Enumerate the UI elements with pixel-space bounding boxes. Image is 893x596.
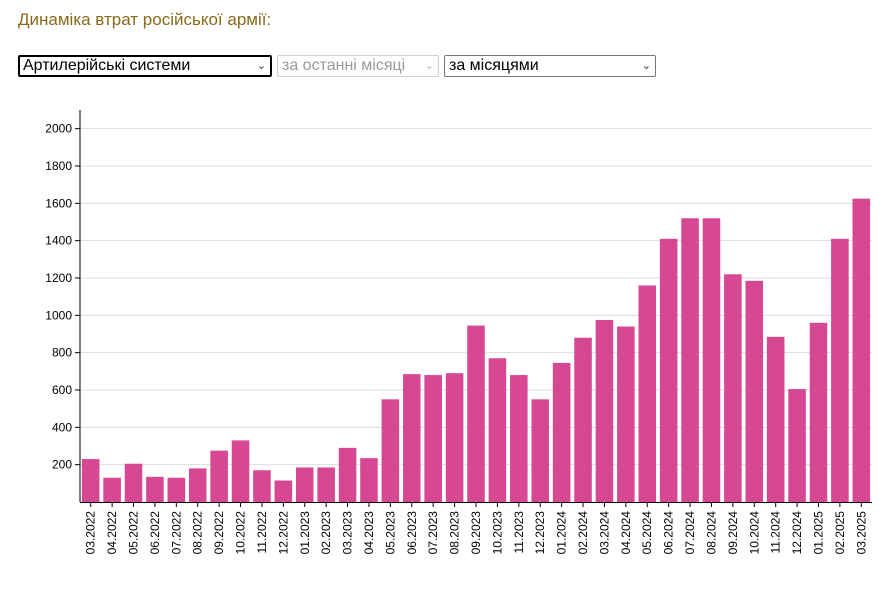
x-tick-label: 11.2022: [255, 511, 269, 554]
y-tick-label: 1800: [45, 159, 72, 173]
bar: [659, 238, 678, 503]
y-tick-label: 2000: [45, 122, 72, 136]
bar: [317, 467, 335, 502]
bar: [445, 373, 464, 502]
y-axis: 200 400 600 800 1000 1200 1400 1600 1800 2000: [45, 110, 81, 502]
bar: [809, 322, 828, 502]
chevron-down-icon: ⌄: [424, 60, 434, 72]
x-tick-label: 08.2024: [704, 511, 718, 555]
bar: [488, 358, 507, 502]
x-tick-label: 02.2025: [833, 511, 847, 555]
x-axis: 03.2022 04.2022 05.2022 06.2022 07.2022 08.20…: [80, 502, 872, 554]
x-tick-label: 04.2022: [105, 511, 119, 555]
x-tick-label: 04.2023: [362, 511, 376, 555]
bar: [852, 198, 871, 503]
x-tick-label: 10.2024: [747, 511, 761, 555]
x-tick-label: 03.2025: [854, 511, 868, 555]
bar: [188, 468, 207, 502]
y-tick-label: 1400: [45, 234, 72, 248]
bar: [167, 477, 186, 502]
x-tick-label: 09.2024: [726, 511, 740, 555]
x-tick-label: 04.2024: [619, 511, 633, 555]
grouping-select[interactable]: за місяцями ⌄: [444, 55, 656, 77]
bar: [338, 447, 357, 502]
bar: [788, 389, 806, 502]
period-select-value: за останні місяці: [282, 57, 406, 74]
x-tick-label: 10.2022: [234, 511, 248, 555]
y-tick-label: 600: [52, 383, 72, 397]
y-tick-label: 1200: [45, 271, 72, 285]
bar: [210, 450, 228, 502]
bar: [552, 362, 571, 502]
grouping-select-value: за місяцями: [449, 57, 539, 74]
x-tick-label: 06.2022: [148, 511, 162, 555]
chevron-down-icon: ⌄: [641, 60, 651, 72]
category-select[interactable]: Артилерійські системи ⌄: [18, 55, 272, 77]
x-tick-label: 09.2023: [469, 511, 483, 555]
x-tick-label: 03.2024: [597, 511, 611, 555]
bar: [831, 238, 849, 503]
bar: [574, 337, 592, 502]
page-title: Динаміка втрат російської армії:: [18, 10, 272, 29]
x-tick-label: 10.2023: [490, 511, 504, 555]
x-tick-label: 02.2023: [319, 511, 333, 555]
bar: [381, 399, 400, 502]
bars: [81, 198, 871, 503]
grid-lines: [80, 128, 872, 466]
x-tick-label: 01.2025: [811, 511, 825, 555]
bar: [595, 320, 614, 502]
y-tick-label: 1000: [45, 308, 72, 322]
x-tick-label: 03.2023: [341, 511, 355, 555]
x-tick-label: 12.2024: [790, 511, 804, 555]
x-tick-label: 12.2023: [533, 511, 547, 555]
bar: [766, 336, 785, 502]
category-select-value: Артилерійські системи: [23, 57, 191, 74]
x-tick-label: 01.2024: [555, 511, 569, 555]
bar: [681, 218, 699, 502]
bar: [638, 285, 657, 502]
y-tick-label: 400: [52, 420, 72, 434]
x-tick-label: 06.2023: [405, 511, 419, 555]
x-tick-label: 05.2024: [640, 511, 654, 555]
y-tick-label: 1600: [45, 196, 72, 210]
x-tick-label: 11.2023: [512, 511, 526, 554]
bar: [274, 480, 293, 502]
bar: [424, 375, 442, 502]
bar: [745, 280, 764, 502]
bar: [702, 218, 721, 502]
bar: [724, 274, 742, 502]
x-tick-label: 09.2022: [212, 511, 226, 555]
y-tick-label: 200: [52, 458, 72, 472]
x-tick-label: 12.2022: [276, 511, 290, 555]
x-tick-label: 07.2024: [683, 511, 697, 555]
x-tick-label: 03.2022: [84, 511, 98, 555]
y-tick-label: 800: [52, 346, 72, 360]
x-tick-label: 08.2022: [191, 511, 205, 555]
x-tick-label: 07.2023: [426, 511, 440, 555]
bar-chart: 200 400 600 800 1000 1200 1400 1600 1800 2000 03.…: [45, 110, 872, 554]
x-tick-label: 06.2024: [662, 511, 676, 555]
bar: [467, 325, 485, 502]
period-select[interactable]: за останні місяці ⌄: [277, 55, 439, 77]
x-tick-label: 05.2023: [383, 511, 397, 555]
x-tick-label: 08.2023: [448, 511, 462, 555]
x-tick-label: 01.2023: [298, 511, 312, 555]
bar: [81, 459, 100, 502]
x-tick-label: 02.2024: [576, 511, 590, 555]
bar: [124, 463, 143, 502]
x-tick-label: 05.2022: [127, 511, 141, 555]
bar: [531, 399, 549, 502]
bar: [617, 326, 635, 502]
bar: [403, 374, 421, 502]
chevron-down-icon: ⌄: [256, 60, 266, 72]
bar: [103, 477, 121, 502]
bar: [146, 476, 164, 502]
bar: [510, 375, 528, 502]
bar: [253, 470, 271, 502]
bar: [360, 458, 378, 502]
bar: [295, 467, 314, 502]
bar: [231, 440, 250, 502]
x-tick-label: 07.2022: [169, 511, 183, 555]
x-tick-label: 11.2024: [769, 511, 783, 554]
